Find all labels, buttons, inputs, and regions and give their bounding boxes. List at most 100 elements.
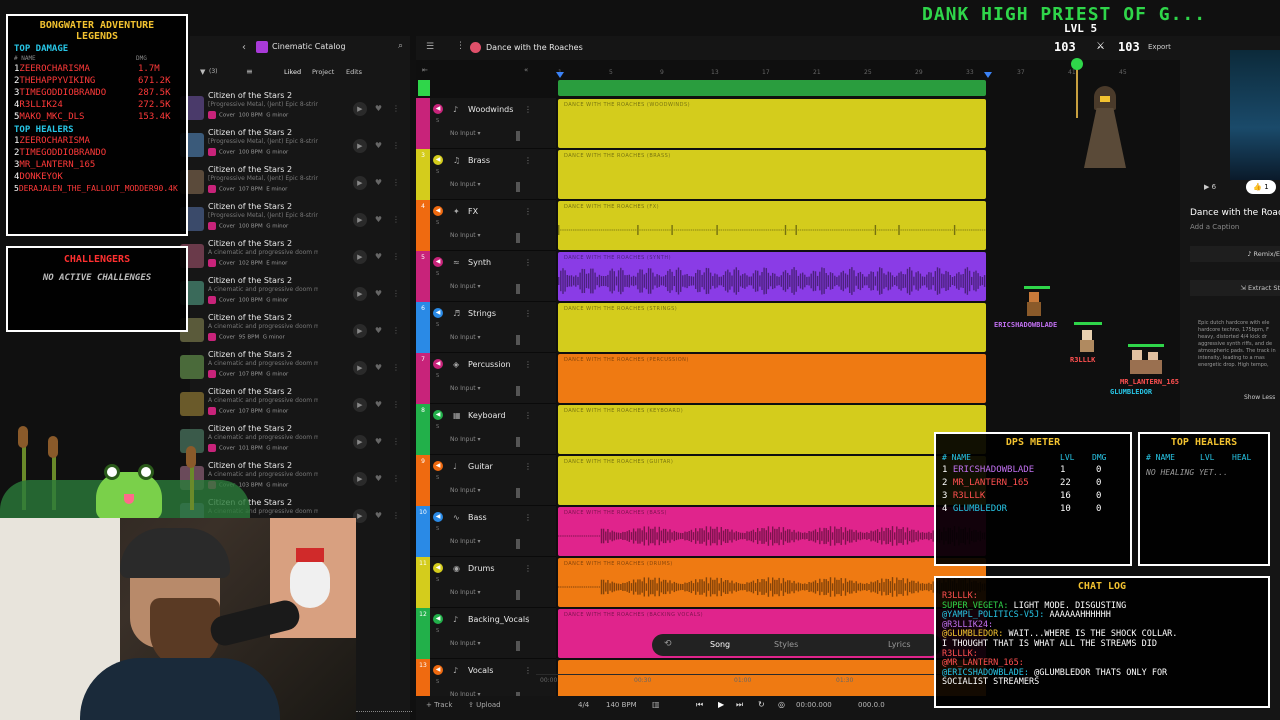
audio-clip[interactable]: DANCE WITH THE ROACHES (STRINGS) bbox=[558, 303, 986, 352]
play-song-icon[interactable]: ▶ bbox=[352, 398, 367, 412]
song-thumbnail[interactable] bbox=[180, 392, 204, 416]
song-more-icon[interactable]: ⋮ bbox=[392, 215, 400, 224]
upload-button[interactable]: ⇪ Upload bbox=[468, 701, 501, 709]
mute-icon[interactable]: ◀ bbox=[433, 206, 443, 216]
song-row[interactable]: Citizen of the Stars 2 [Progressive Metal… bbox=[180, 164, 410, 201]
play-count-icon[interactable]: ▶ 6 bbox=[1204, 183, 1217, 191]
back-chevron-icon[interactable]: ‹ bbox=[242, 42, 246, 53]
track-input-select[interactable]: No Input ▾ bbox=[450, 589, 481, 596]
track-input-select[interactable]: No Input ▾ bbox=[450, 283, 481, 290]
track-input-select[interactable]: No Input ▾ bbox=[450, 691, 481, 698]
extract-button[interactable]: ⇲ Extract St bbox=[1190, 280, 1280, 296]
more-icon[interactable]: ⋮ bbox=[456, 41, 465, 51]
solo-button[interactable]: S bbox=[436, 424, 440, 430]
caption-field[interactable]: Add a Caption bbox=[1190, 223, 1240, 231]
mute-icon[interactable]: ◀ bbox=[433, 512, 443, 522]
track-input-select[interactable]: No Input ▾ bbox=[450, 436, 481, 443]
song-title[interactable]: Citizen of the Stars 2 bbox=[208, 387, 293, 396]
tab-styles[interactable]: Styles bbox=[774, 640, 799, 649]
solo-button[interactable]: S bbox=[436, 220, 440, 226]
volume-fader[interactable] bbox=[516, 182, 520, 192]
volume-fader[interactable] bbox=[516, 437, 520, 447]
song-row[interactable]: Citizen of the Stars 2 [Progressive Metal… bbox=[180, 201, 410, 238]
track-header[interactable]: 3 ◀ S ♫ Brass ⋮ No Input ▾ bbox=[416, 149, 556, 200]
volume-fader[interactable] bbox=[516, 335, 520, 345]
playhead-marker-end[interactable] bbox=[984, 72, 992, 78]
like-song-icon[interactable]: ♥ bbox=[374, 326, 382, 335]
tab-song[interactable]: Song bbox=[710, 640, 731, 649]
track-header[interactable]: 10 ◀ S ∿ Bass ⋮ No Input ▾ bbox=[416, 506, 556, 557]
track-menu-icon[interactable]: ⋮ bbox=[524, 309, 532, 318]
like-song-icon[interactable]: ♥ bbox=[374, 400, 382, 409]
song-title[interactable]: Citizen of the Stars 2 bbox=[208, 313, 293, 322]
tab-lyrics[interactable]: Lyrics bbox=[888, 640, 911, 649]
like-song-icon[interactable]: ♥ bbox=[374, 511, 382, 520]
volume-fader[interactable] bbox=[516, 488, 520, 498]
track-menu-icon[interactable]: ⋮ bbox=[524, 258, 532, 267]
like-button[interactable]: 👍 1 bbox=[1246, 180, 1276, 194]
forward-icon[interactable]: ⏭ bbox=[736, 700, 744, 709]
bottom-timeline[interactable]: 00:00 00:30 01:00 01:30 bbox=[536, 674, 986, 686]
song-title[interactable]: Citizen of the Stars 2 bbox=[208, 239, 293, 248]
mute-icon[interactable]: ◀ bbox=[433, 359, 443, 369]
play-song-icon[interactable]: ▶ bbox=[352, 102, 367, 116]
audio-clip[interactable]: DANCE WITH THE ROACHES (BRASS) bbox=[558, 150, 986, 199]
audio-clip[interactable]: DANCE WITH THE ROACHES (PERCUSSION) bbox=[558, 354, 986, 403]
sort-icon[interactable]: ≡ bbox=[246, 67, 253, 76]
song-title[interactable]: Citizen of the Stars 2 bbox=[208, 350, 293, 359]
track-input-select[interactable]: No Input ▾ bbox=[450, 181, 481, 188]
tab-liked[interactable]: Liked bbox=[284, 68, 302, 76]
volume-fader[interactable] bbox=[516, 539, 520, 549]
mute-icon[interactable]: ◀ bbox=[433, 155, 443, 165]
volume-fader[interactable] bbox=[516, 233, 520, 243]
play-song-icon[interactable]: ▶ bbox=[352, 250, 367, 264]
track-menu-icon[interactable]: ⋮ bbox=[524, 564, 532, 573]
track-menu-icon[interactable]: ⋮ bbox=[524, 462, 532, 471]
track-menu-icon[interactable]: ⋮ bbox=[524, 156, 532, 165]
search-icon[interactable]: ⌕ bbox=[398, 41, 404, 51]
like-song-icon[interactable]: ♥ bbox=[374, 474, 382, 483]
like-song-icon[interactable]: ♥ bbox=[374, 363, 382, 372]
mute-icon[interactable]: ◀ bbox=[433, 665, 443, 675]
tempo[interactable]: 140 BPM bbox=[606, 701, 637, 709]
like-song-icon[interactable]: ♥ bbox=[374, 289, 382, 298]
audio-clip[interactable]: DANCE WITH THE ROACHES (FX) bbox=[558, 201, 986, 250]
play-song-icon[interactable]: ▶ bbox=[352, 139, 367, 153]
play-song-icon[interactable]: ▶ bbox=[352, 361, 367, 375]
filter-count[interactable]: (3) bbox=[209, 68, 218, 75]
volume-fader[interactable] bbox=[516, 590, 520, 600]
song-more-icon[interactable]: ⋮ bbox=[392, 289, 400, 298]
track-header[interactable]: 7 ◀ S ◈ Percussion ⋮ No Input ▾ bbox=[416, 353, 556, 404]
song-more-icon[interactable]: ⋮ bbox=[392, 326, 400, 335]
solo-button[interactable]: S bbox=[436, 526, 440, 532]
track-header[interactable]: 8 ◀ S ▦ Keyboard ⋮ No Input ▾ bbox=[416, 404, 556, 455]
volume-fader[interactable] bbox=[516, 641, 520, 651]
audio-clip[interactable]: DANCE WITH THE ROACHES (DRUMS) bbox=[558, 558, 986, 607]
song-title[interactable]: Citizen of the Stars 2 bbox=[208, 498, 293, 507]
play-song-icon[interactable]: ▶ bbox=[352, 176, 367, 190]
play-song-icon[interactable]: ▶ bbox=[352, 509, 367, 523]
track-menu-icon[interactable]: ⋮ bbox=[524, 105, 532, 114]
track-input-select[interactable]: No Input ▾ bbox=[450, 640, 481, 647]
solo-button[interactable]: S bbox=[436, 628, 440, 634]
audio-clip[interactable]: DANCE WITH THE ROACHES (GUITAR) bbox=[558, 456, 986, 505]
track-header[interactable]: 4 ◀ S ✦ FX ⋮ No Input ▾ bbox=[416, 200, 556, 251]
audio-clip[interactable]: DANCE WITH THE ROACHES (WOODWINDS) bbox=[558, 99, 986, 148]
play-song-icon[interactable]: ▶ bbox=[352, 472, 367, 486]
song-more-icon[interactable]: ⋮ bbox=[392, 363, 400, 372]
song-title[interactable]: Citizen of the Stars 2 bbox=[208, 202, 293, 211]
solo-button[interactable]: S bbox=[436, 118, 440, 124]
like-song-icon[interactable]: ♥ bbox=[374, 215, 382, 224]
link-icon[interactable]: ⟲ bbox=[664, 639, 672, 649]
expand-icon[interactable]: « bbox=[524, 66, 529, 74]
song-more-icon[interactable]: ⋮ bbox=[392, 141, 400, 150]
track-name[interactable]: Synth bbox=[468, 258, 492, 267]
song-thumbnail[interactable] bbox=[180, 355, 204, 379]
track-header[interactable]: ◀ S ♪ Woodwinds ⋮ No Input ▾ bbox=[416, 98, 556, 149]
song-title[interactable]: Citizen of the Stars 2 bbox=[208, 128, 293, 137]
song-more-icon[interactable]: ⋮ bbox=[392, 400, 400, 409]
playhead-region[interactable] bbox=[558, 80, 986, 96]
